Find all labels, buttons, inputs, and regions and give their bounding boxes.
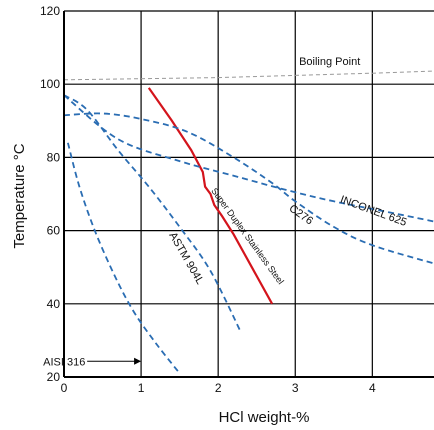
tick-labels: 0 1 2 3 4 20 40 60 80 100 120: [40, 4, 376, 395]
boiling-point-curve: [63, 70, 434, 81]
annotation-super-duplex-stainless-steel: Super Duplex Stainless Steel: [209, 186, 286, 286]
x-tick-label-3: 3: [292, 381, 299, 395]
series-line-super-duplex-stainless-steel: [147, 87, 274, 305]
aisi-316-arrow-head: [134, 357, 142, 365]
y-tick-label-80: 80: [47, 150, 61, 164]
y-axis-label: Temperature °C: [11, 143, 28, 248]
series-line-inconel-625: [63, 94, 434, 223]
y-tick-label-120: 120: [40, 4, 60, 18]
axes-group: [63, 11, 434, 378]
annotation-inconel-625: INCONEL 625: [338, 194, 408, 229]
y-tick-label-100: 100: [40, 77, 60, 91]
series-line-astm-904l: [63, 94, 243, 334]
x-tick-label-4: 4: [369, 381, 376, 395]
y-tick-label-60: 60: [47, 224, 61, 238]
series-line-aisi-316: [67, 142, 181, 374]
grid-lines: [63, 10, 434, 378]
boiling-point-line: Boiling Point: [63, 56, 434, 81]
annotation-astm-904l: ASTM 904L: [166, 230, 205, 286]
series-line-c276: [63, 112, 434, 265]
y-tick-label-20: 20: [47, 370, 61, 384]
x-axis-label: HCl weight-%: [219, 409, 310, 426]
boiling-point-label: Boiling Point: [299, 56, 360, 68]
series-group: [63, 87, 434, 374]
x-tick-label-0: 0: [61, 381, 68, 395]
x-tick-label-1: 1: [138, 381, 145, 395]
x-tick-label-2: 2: [215, 381, 222, 395]
y-tick-label-40: 40: [47, 297, 61, 311]
